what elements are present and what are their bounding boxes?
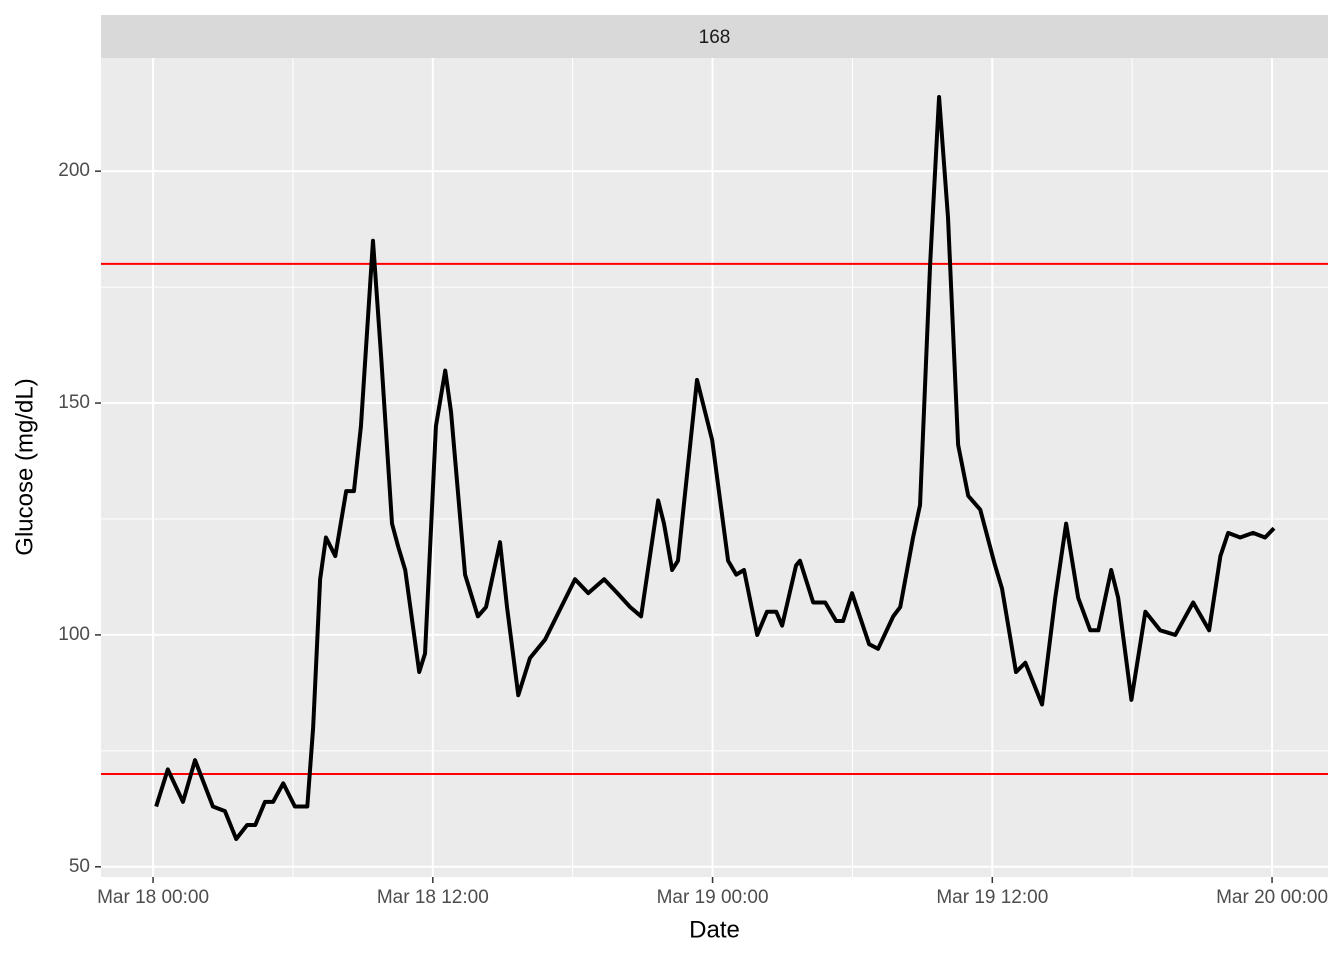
x-tick-label: Mar 18 00:00 (97, 887, 209, 908)
x-tick-label: Mar 20 00:00 (1216, 887, 1328, 908)
facet-label: 168 (699, 27, 731, 48)
x-tick-label: Mar 19 00:00 (657, 887, 769, 908)
y-tick-label: 50 (69, 856, 90, 877)
facet-strip (101, 15, 1328, 58)
y-axis-title: Glucose (mg/dL) (11, 378, 38, 555)
y-tick-label: 150 (58, 392, 90, 413)
y-tick-label: 200 (58, 160, 90, 181)
glucose-line (154, 94, 1276, 841)
x-tick-label: Mar 19 12:00 (936, 887, 1048, 908)
y-tick-label: 100 (58, 624, 90, 645)
x-tick-label: Mar 18 12:00 (377, 887, 489, 908)
x-axis-title: Date (689, 916, 740, 943)
